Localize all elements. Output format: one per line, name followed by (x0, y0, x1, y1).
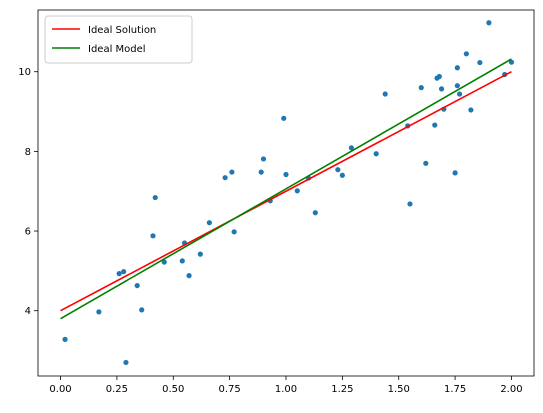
x-tick-label: 0.00 (49, 384, 71, 395)
x-tick-label: 0.25 (106, 384, 128, 395)
data-point (463, 51, 469, 57)
data-point (186, 273, 192, 279)
y-tick-label: 6 (25, 227, 31, 238)
data-point (468, 107, 474, 113)
x-tick-label: 2.00 (500, 384, 522, 395)
legend-box (44, 15, 193, 64)
x-tick-label: 0.50 (162, 384, 184, 395)
data-point (161, 259, 167, 265)
data-point (231, 229, 237, 235)
data-point (150, 233, 156, 239)
data-point (294, 188, 300, 194)
data-point (281, 115, 287, 121)
y-tick-label: 4 (25, 306, 31, 317)
data-point (407, 201, 413, 207)
data-point (139, 307, 145, 313)
data-point (452, 170, 458, 176)
data-point (229, 169, 235, 175)
data-point (258, 169, 264, 175)
y-axis: 4 6 8 10 (18, 67, 38, 317)
data-point (121, 269, 127, 275)
data-point (457, 91, 463, 97)
data-point (312, 210, 318, 216)
series-line-ideal-model (60, 58, 512, 320)
y-tick-label: 8 (25, 147, 31, 158)
x-tick-label: 1.75 (444, 384, 466, 395)
y-tick-label: 10 (18, 67, 31, 78)
data-point (283, 171, 289, 178)
data-point (179, 258, 185, 264)
data-point (62, 336, 68, 342)
x-tick-label: 0.75 (219, 384, 241, 395)
data-point (373, 151, 379, 157)
data-point (96, 309, 102, 315)
data-point (418, 85, 424, 91)
plot-area (38, 10, 534, 376)
model-lines (60, 58, 512, 320)
data-point (508, 59, 515, 65)
data-point (348, 145, 354, 151)
data-point (382, 91, 388, 97)
legend: Ideal Solution Ideal Model (44, 15, 193, 64)
data-point (197, 251, 203, 257)
data-point (486, 20, 492, 26)
data-point (222, 175, 228, 181)
legend-label-ideal-model: Ideal Model (88, 44, 146, 55)
data-point (335, 167, 341, 173)
x-tick-label: 1.25 (331, 384, 353, 395)
legend-label-ideal-solution: Ideal Solution (88, 25, 156, 36)
data-point (260, 156, 267, 162)
scatter-points (62, 20, 515, 366)
data-point (152, 194, 158, 201)
data-point (438, 86, 445, 92)
x-tick-label: 1.50 (388, 384, 410, 395)
data-point (454, 83, 460, 89)
data-point (116, 271, 122, 277)
data-point (436, 73, 442, 80)
data-point (423, 160, 429, 166)
data-point (134, 282, 140, 289)
series-line-ideal-solution (60, 71, 512, 312)
data-point (206, 220, 212, 226)
x-axis: 0.00 0.25 0.50 0.75 1.00 1.25 1.50 1.75 2.00 (49, 376, 523, 395)
data-point (477, 59, 483, 66)
x-tick-label: 1.00 (275, 384, 297, 395)
data-point (339, 172, 345, 178)
data-point (123, 359, 129, 366)
data-point (432, 122, 438, 128)
data-point (454, 65, 460, 71)
